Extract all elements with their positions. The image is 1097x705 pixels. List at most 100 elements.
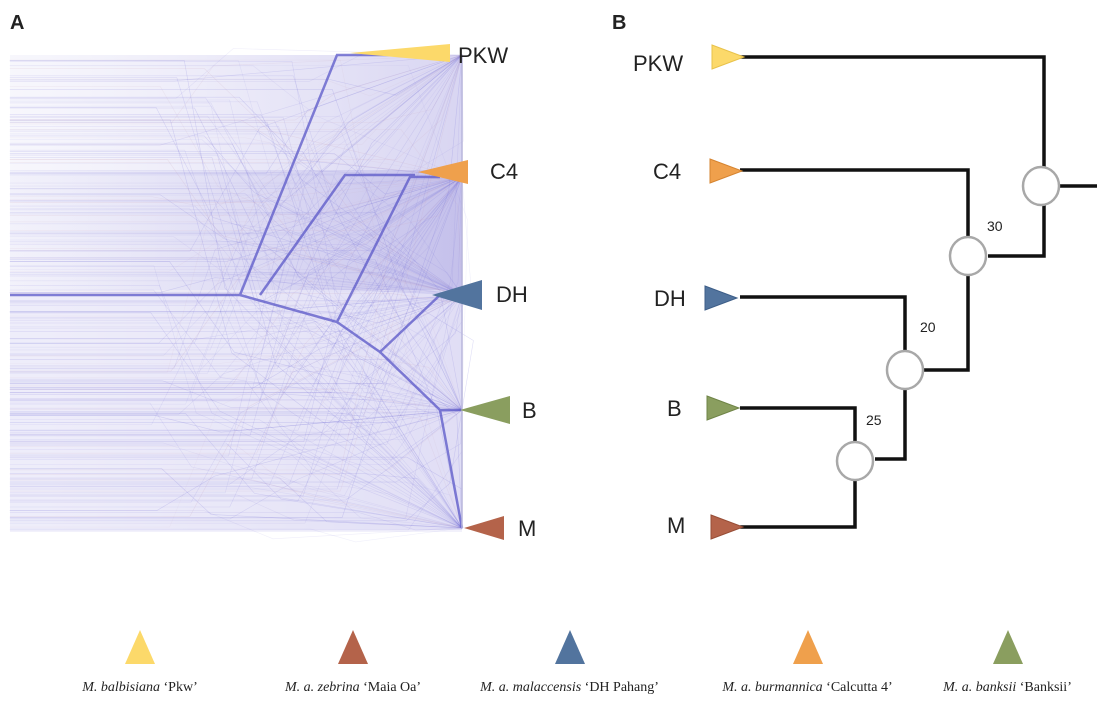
legend-cultivar-m: ‘Maia Oa’: [359, 680, 422, 695]
gene-tree-line: [9, 176, 463, 435]
legend-species-pkw: M. balbisiana: [82, 680, 161, 695]
gene-tree-line: [9, 131, 463, 411]
gene-tree-line: [9, 442, 463, 529]
gene-tree-line: [9, 176, 463, 272]
gene-tree-line: [9, 527, 463, 543]
gene-tree-line: [9, 409, 463, 522]
gene-tree-line: [9, 419, 463, 529]
gene-tree-line: [9, 68, 463, 178]
gene-tree-line: [9, 135, 463, 296]
gene-tree-line: [9, 294, 463, 410]
gene-tree-line: [9, 294, 463, 433]
gene-tree-line: [9, 409, 463, 414]
node-c4-clade: [948, 235, 988, 277]
tip-label-b-a: B: [522, 398, 537, 423]
gene-tree-line: [9, 176, 463, 304]
legend-species-dh: M. a. malaccensis: [480, 680, 582, 695]
gene-tree-line: [9, 294, 463, 502]
gene-tree-line: [9, 54, 463, 355]
gene-tree-line: [9, 176, 463, 344]
b-triangle-a: [460, 396, 510, 424]
gene-tree-line: [9, 176, 463, 388]
pkw-triangle-b: [711, 44, 746, 70]
gene-tree-line: [9, 54, 463, 125]
gene-tree-line: [9, 294, 463, 497]
gene-tree-line: [9, 473, 463, 529]
gene-tree-line: [9, 266, 463, 309]
gene-tree-line: [9, 54, 463, 490]
gene-tree-line: [9, 468, 463, 529]
gene-tree-line: [9, 371, 463, 529]
gene-tree-line: [9, 331, 463, 411]
gene-tree-line: [9, 54, 463, 480]
gene-tree-line: [9, 174, 463, 296]
gene-tree-line: [9, 294, 463, 324]
gene-tree-line: [9, 209, 463, 411]
gene-tree-line: [9, 54, 463, 441]
gene-tree-line: [9, 173, 463, 296]
gene-tree-line: [9, 381, 463, 529]
gene-tree-line: [9, 89, 463, 411]
gene-tree-line: [9, 54, 463, 196]
gene-tree-line: [9, 48, 463, 99]
legend-item-m: M. a. zebrina ‘Maia Oa’: [263, 630, 443, 696]
gene-tree-line: [9, 176, 463, 445]
gene-tree-line: [9, 221, 463, 411]
gene-tree-line: [9, 294, 463, 517]
gene-tree-line: [9, 176, 463, 262]
gene-tree-line: [9, 481, 463, 529]
gene-tree-line: [9, 176, 463, 319]
gene-tree-line: [9, 99, 463, 529]
gene-tree-line: [9, 172, 463, 296]
gene-tree-line: [9, 65, 463, 178]
gene-tree-line: [9, 60, 463, 411]
gene-tree-line: [9, 208, 463, 296]
tip-label-dh-a: DH: [496, 282, 528, 307]
gene-tree-line: [9, 294, 463, 356]
gene-tree-line: [9, 393, 463, 435]
gene-tree-line: [9, 105, 463, 529]
gene-tree-line: [9, 402, 463, 411]
gene-tree-line: [9, 176, 463, 207]
gene-tree-line: [9, 54, 463, 96]
gene-tree-line: [9, 54, 463, 399]
gene-tree-line: [9, 54, 463, 233]
gene-tree-line: [9, 54, 463, 174]
tip-label-m-a: M: [518, 516, 537, 541]
gene-tree-line: [9, 75, 463, 296]
gene-tree-line: [9, 54, 463, 436]
gene-tree-line: [9, 176, 463, 416]
gene-tree-line: [9, 117, 463, 529]
gene-tree-line: [9, 115, 463, 296]
gene-tree-line: [9, 119, 463, 529]
gene-tree-line: [9, 272, 463, 411]
gene-tree-line: [9, 294, 463, 317]
gene-tree-line: [9, 409, 463, 520]
gene-tree-line: [9, 139, 463, 296]
gene-tree-line: [9, 153, 463, 195]
gene-tree-line: [9, 116, 463, 411]
gene-tree-line: [9, 176, 463, 454]
gene-tree-line: [9, 54, 463, 373]
gene-tree-line: [9, 409, 463, 501]
gene-tree-line: [9, 319, 463, 411]
gene-tree-line: [9, 107, 463, 411]
gene-tree-line: [9, 162, 463, 296]
gene-tree-line: [9, 479, 463, 529]
gene-tree-line: [9, 294, 463, 415]
gene-tree-line: [9, 409, 463, 485]
gene-tree-line: [9, 212, 463, 411]
gene-tree-line: [9, 285, 463, 529]
gene-tree-line: [9, 413, 463, 529]
gene-tree-line: [9, 294, 463, 364]
gene-tree-line: [9, 239, 463, 296]
gene-tree-line: [9, 449, 463, 529]
densitree-haze-band: [10, 170, 462, 290]
gene-tree-line: [9, 54, 463, 97]
gene-tree-line: [9, 312, 463, 411]
pkw-triangle-a: [350, 44, 450, 62]
gene-tree-line: [9, 301, 463, 529]
gene-tree-line: [9, 257, 463, 296]
